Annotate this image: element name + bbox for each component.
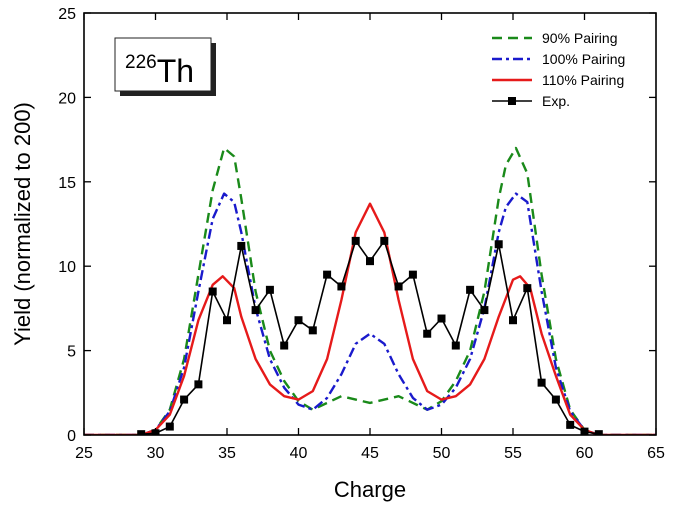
exp-data-point: [566, 420, 575, 429]
exp-data-point: [294, 316, 303, 325]
x-axis-title: Charge: [334, 477, 406, 502]
exp-data-point: [337, 282, 346, 291]
legend-label-3: 110% Pairing: [542, 72, 624, 88]
series-layer: [84, 146, 656, 435]
exp-data-point: [366, 257, 374, 266]
exp-data-point: [423, 329, 432, 338]
x-tick-label: 60: [576, 445, 594, 462]
exp-data-point: [165, 422, 174, 431]
legend-marker: [508, 97, 516, 105]
y-tick-label: 20: [58, 90, 76, 107]
series-line-1: [84, 146, 656, 435]
exp-data-point: [223, 316, 231, 325]
exp-data-point: [180, 395, 189, 404]
y-tick-label: 10: [58, 259, 76, 276]
svg-text:226Th: 226Th: [125, 52, 194, 89]
exp-data-point: [408, 270, 417, 279]
legend-label-1: 90% Pairing: [542, 30, 618, 46]
exp-data-point: [537, 378, 546, 387]
y-tick-label: 25: [58, 6, 76, 23]
x-tick-label: 35: [218, 445, 236, 462]
exp-data-point: [351, 236, 360, 245]
nucleus-label: 226Th: [114, 37, 216, 96]
axis-layer: 25 30 35 40 45 50 55 60 65 0 5 10 15 20 25: [58, 6, 665, 462]
x-tick-label: 45: [361, 445, 379, 462]
exp-data-point: [251, 306, 260, 315]
exp-data-point: [509, 316, 517, 325]
exp-data-point: [480, 306, 489, 315]
exp-data-point: [594, 430, 603, 435]
nucleus-mass-number: 226: [125, 52, 157, 73]
exp-data-point: [237, 241, 246, 250]
y-tick-label: 0: [67, 428, 76, 445]
exp-data-point: [380, 236, 389, 245]
series-line-4: [141, 240, 599, 435]
series-line-3: [84, 202, 656, 435]
legend-label-4: Exp.: [542, 93, 570, 109]
exp-data-point: [466, 285, 475, 294]
exp-data-point: [323, 270, 332, 279]
exp-data-point: [280, 341, 289, 350]
x-tick-label: 25: [75, 445, 93, 462]
exp-data-point: [437, 314, 446, 323]
exp-data-point: [394, 282, 403, 291]
legend-label-2: 100% Pairing: [542, 51, 625, 67]
x-tick-label: 40: [290, 445, 308, 462]
exp-data-point: [523, 284, 532, 293]
y-axis-title: Yield (normalized to 200): [10, 102, 35, 346]
x-tick-label: 50: [433, 445, 451, 462]
exp-data-point: [194, 380, 203, 389]
x-tick-label: 65: [647, 445, 665, 462]
x-tick-label: 55: [504, 445, 522, 462]
x-tick-label: 30: [147, 445, 165, 462]
exp-data-point: [308, 326, 317, 335]
exp-data-point: [451, 341, 460, 350]
exp-data-point: [265, 285, 274, 294]
exp-data-point: [208, 287, 217, 296]
y-tick-label: 5: [67, 344, 76, 361]
marker-layer: [137, 236, 603, 435]
exp-data-point: [137, 430, 146, 435]
legend: 90% Pairing 100% Pairing 110% Pairing Exp.: [492, 30, 625, 109]
y-tick-label: 15: [58, 175, 76, 192]
series-line-2: [84, 192, 656, 435]
exp-data-point: [551, 395, 560, 404]
exp-data-point: [494, 240, 503, 249]
nucleus-symbol: Th: [157, 53, 194, 89]
